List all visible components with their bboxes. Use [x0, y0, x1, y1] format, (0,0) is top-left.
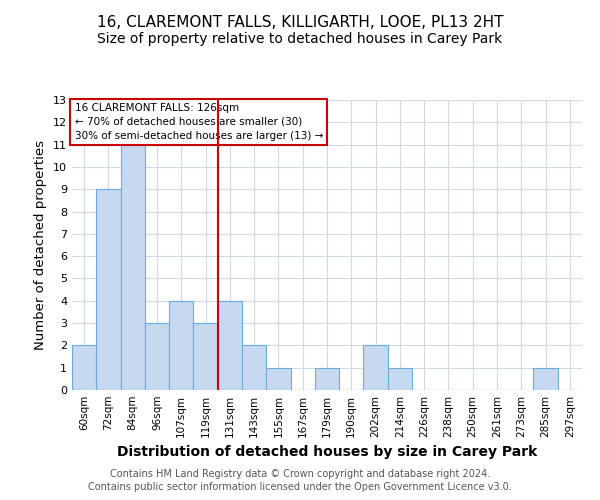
Bar: [388, 368, 412, 390]
Bar: [218, 301, 242, 390]
Bar: [72, 346, 96, 390]
Text: 16, CLAREMONT FALLS, KILLIGARTH, LOOE, PL13 2HT: 16, CLAREMONT FALLS, KILLIGARTH, LOOE, P…: [97, 15, 503, 30]
Bar: [315, 368, 339, 390]
X-axis label: Distribution of detached houses by size in Carey Park: Distribution of detached houses by size …: [117, 446, 537, 460]
Bar: [364, 346, 388, 390]
Bar: [169, 301, 193, 390]
Bar: [193, 323, 218, 390]
Bar: [242, 346, 266, 390]
Text: 16 CLAREMONT FALLS: 126sqm
← 70% of detached houses are smaller (30)
30% of semi: 16 CLAREMONT FALLS: 126sqm ← 70% of deta…: [74, 103, 323, 141]
Text: Size of property relative to detached houses in Carey Park: Size of property relative to detached ho…: [97, 32, 503, 46]
Bar: [266, 368, 290, 390]
Bar: [145, 323, 169, 390]
Text: Contains HM Land Registry data © Crown copyright and database right 2024.
Contai: Contains HM Land Registry data © Crown c…: [88, 470, 512, 492]
Bar: [96, 189, 121, 390]
Bar: [121, 144, 145, 390]
Y-axis label: Number of detached properties: Number of detached properties: [34, 140, 47, 350]
Bar: [533, 368, 558, 390]
